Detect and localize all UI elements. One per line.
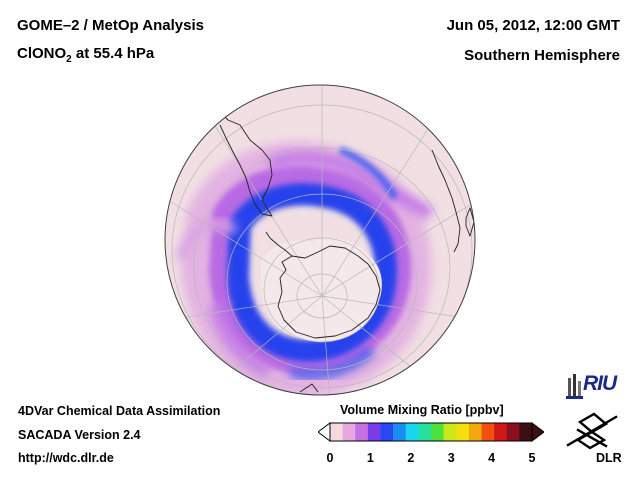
colorbar-cell [481, 423, 495, 441]
colorbar-cell [418, 423, 432, 441]
website-link[interactable]: http://wdc.dlr.de [18, 451, 114, 465]
assimilation-label: 4DVar Chemical Data Assimilation [18, 404, 221, 418]
concentration-field [175, 141, 435, 395]
colorbar-cell [494, 423, 508, 441]
graticule [167, 85, 475, 395]
colorbar-tick-label: 0 [326, 451, 334, 465]
colorbar-low-arrow [318, 422, 331, 442]
species-name: ClONO [17, 45, 67, 62]
colorbar-cell [443, 423, 457, 441]
colorbar-tick-label: 3 [447, 451, 455, 465]
species-subscript: 2 [66, 54, 72, 65]
region-label: Southern Hemisphere [464, 47, 620, 64]
colorbar-tick-label: 4 [488, 451, 496, 465]
colorbar-cell [330, 423, 344, 441]
antarctic-peninsula [265, 231, 293, 257]
pressure-level: at 55.4 hPa [71, 45, 155, 62]
colorbar-cell [431, 423, 445, 441]
colorbar-title: Volume Mixing Ratio [ppbv] [340, 403, 504, 417]
new-zealand [299, 383, 319, 393]
version-label: SACADA Version 2.4 [18, 428, 141, 442]
colorbar-tick-label: 2 [407, 451, 415, 465]
colorbar-frame [329, 422, 533, 442]
product-title: GOME–2 / MetOp Analysis [17, 17, 204, 34]
colorbar-cell [342, 423, 356, 441]
colorbar-cell [355, 423, 369, 441]
coastlines [207, 109, 475, 393]
riu-logo-icon [566, 374, 583, 399]
species-title: ClONO2 at 55.4 hPa [17, 45, 154, 65]
south-america-coast [217, 109, 273, 217]
colorbar-cell [519, 423, 533, 441]
polar-vortex-core [260, 238, 382, 342]
africa-coast [431, 149, 461, 253]
colorbar-tick-label: 5 [528, 451, 536, 465]
colorbar-cell [367, 423, 382, 441]
globe-outline [164, 84, 476, 396]
dlr-logo: DLR [596, 451, 622, 465]
colorbar [318, 422, 544, 442]
colorbar-cell [393, 423, 407, 441]
colorbar-high-arrow [531, 422, 544, 442]
colorbar-cell [506, 423, 520, 441]
colorbar-cells [330, 423, 533, 441]
antarctica-coast [277, 245, 381, 339]
colorbar-cell [468, 423, 483, 441]
date-time: Jun 05, 2012, 12:00 GMT [446, 17, 620, 34]
dlr-logo-icon [566, 412, 618, 450]
colorbar-tick-label: 1 [366, 451, 374, 465]
colorbar-cell [380, 423, 394, 441]
riu-logo: RIU [583, 372, 617, 395]
colorbar-cell [405, 423, 419, 441]
colorbar-cell [456, 423, 470, 441]
madagascar [465, 207, 475, 237]
